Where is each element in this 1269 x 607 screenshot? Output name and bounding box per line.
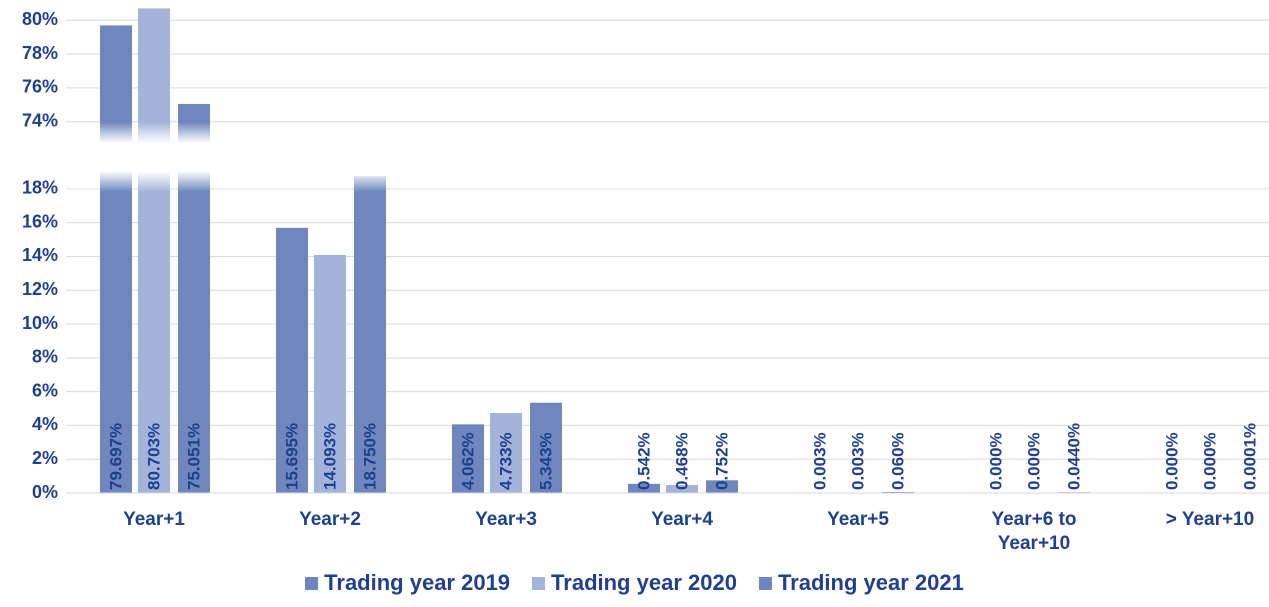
value-label: 0.468%	[672, 432, 691, 490]
value-label: 4.733%	[496, 432, 515, 490]
bar	[314, 254, 346, 493]
bar	[138, 8, 170, 493]
y-tick-label: 10%	[22, 313, 58, 333]
value-label: 0.0001%	[1240, 423, 1259, 490]
y-tick-label: 78%	[22, 43, 58, 63]
y-tick-label: 0%	[32, 482, 58, 502]
bar	[100, 25, 132, 493]
axis-break	[64, 122, 1267, 192]
value-label: 0.000%	[1024, 432, 1043, 490]
x-tick-label: Year+3	[475, 509, 537, 530]
legend-swatch	[305, 576, 319, 590]
value-label: 18.750%	[360, 423, 379, 490]
y-tick-label: 8%	[32, 347, 58, 367]
legend-label: Trading year 2021	[777, 570, 964, 595]
legend: Trading year 2019 Trading year 2020 Tradin…	[0, 570, 1269, 596]
value-label: 0.000%	[986, 432, 1005, 490]
legend-label: Trading year 2020	[551, 570, 737, 595]
y-tick-label: 16%	[22, 211, 58, 231]
value-label: 0.542%	[634, 432, 653, 490]
value-label: 75.051%	[184, 423, 203, 490]
bar	[490, 413, 522, 493]
y-tick-label: 14%	[22, 245, 58, 265]
y-tick-label: 74%	[22, 110, 58, 130]
value-label: 0.000%	[1162, 432, 1181, 490]
value-label: 0.752%	[712, 432, 731, 490]
y-tick-label: 2%	[32, 448, 58, 468]
legend-label: Trading year 2019	[324, 570, 511, 595]
x-tick-label: Year+5	[827, 509, 889, 530]
x-tick-label: Year+1	[123, 509, 185, 530]
bar	[706, 480, 738, 493]
bar	[882, 491, 914, 493]
y-tick-label: 12%	[22, 279, 58, 299]
value-label: 5.343%	[536, 432, 555, 490]
x-tick-label: > Year+10	[1165, 509, 1255, 530]
bar	[666, 485, 698, 493]
legend-item: Trading year 2021	[758, 570, 964, 596]
bar	[276, 227, 308, 494]
x-tick-label: Year+6 to Year+10	[991, 509, 1077, 554]
bar	[530, 402, 562, 493]
value-label: 0.060%	[888, 432, 907, 490]
x-tick-label: Year+4	[651, 509, 713, 530]
x-tick-label: Year+2	[299, 509, 361, 530]
bar	[628, 483, 660, 493]
value-label: 15.695%	[282, 423, 301, 490]
y-tick-label: 6%	[32, 380, 58, 400]
y-tick-label: 4%	[32, 414, 58, 434]
value-label: 0.003%	[810, 432, 829, 490]
y-tick-label: 18%	[22, 178, 58, 198]
legend-swatch	[758, 576, 772, 590]
y-tick-label: 76%	[22, 77, 58, 97]
value-label: 0.000%	[1200, 432, 1219, 490]
legend-item: Trading year 2019	[305, 570, 510, 596]
value-label: 14.093%	[320, 423, 339, 490]
bar	[354, 176, 386, 493]
y-tick-label: 80%	[22, 9, 58, 29]
legend-swatch	[532, 576, 546, 590]
value-label: 0.003%	[848, 432, 867, 490]
value-label: 0.0440%	[1064, 423, 1083, 490]
bar	[452, 424, 484, 493]
value-label: 79.697%	[106, 423, 125, 490]
value-label: 4.062%	[458, 432, 477, 490]
value-label: 80.703%	[144, 423, 163, 490]
legend-item: Trading year 2020	[532, 570, 737, 596]
